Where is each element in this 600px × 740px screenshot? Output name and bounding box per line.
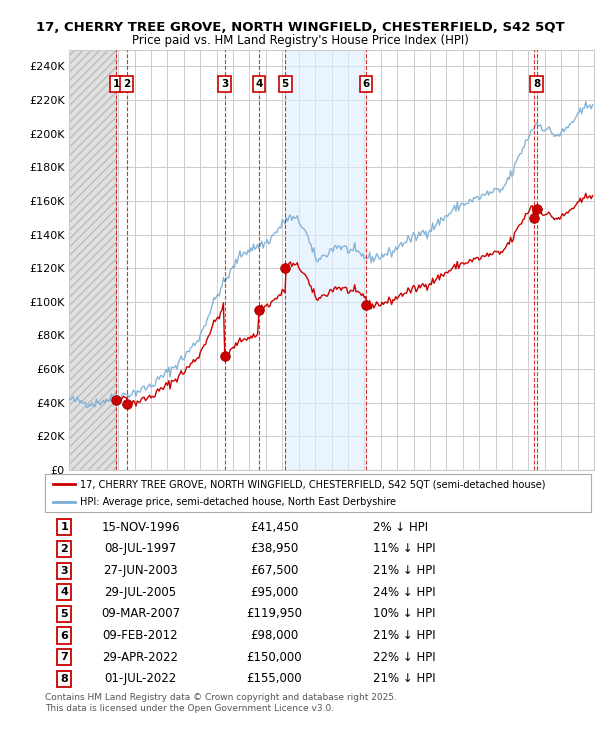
Text: 6: 6 [60,630,68,641]
Text: 6: 6 [362,79,370,89]
Text: 09-FEB-2012: 09-FEB-2012 [103,629,178,642]
Text: 7: 7 [60,652,68,662]
Text: £119,950: £119,950 [247,608,302,620]
Text: 17, CHERRY TREE GROVE, NORTH WINGFIELD, CHESTERFIELD, S42 5QT (semi-detached hou: 17, CHERRY TREE GROVE, NORTH WINGFIELD, … [80,480,546,489]
Text: 4: 4 [60,588,68,597]
Text: 5: 5 [60,609,68,619]
Text: 15-NOV-1996: 15-NOV-1996 [101,521,180,534]
Text: 3: 3 [221,79,228,89]
Text: 2% ↓ HPI: 2% ↓ HPI [373,521,428,534]
Text: Price paid vs. HM Land Registry's House Price Index (HPI): Price paid vs. HM Land Registry's House … [131,34,469,47]
Text: 2: 2 [123,79,130,89]
Text: HPI: Average price, semi-detached house, North East Derbyshire: HPI: Average price, semi-detached house,… [80,497,397,508]
Text: 8: 8 [533,79,540,89]
Text: £155,000: £155,000 [247,673,302,685]
Text: 2: 2 [60,544,68,554]
Text: 21% ↓ HPI: 21% ↓ HPI [373,673,435,685]
Text: £150,000: £150,000 [247,650,302,664]
Text: 22% ↓ HPI: 22% ↓ HPI [373,650,435,664]
Text: £98,000: £98,000 [250,629,298,642]
Text: £38,950: £38,950 [250,542,298,556]
Text: 29-APR-2022: 29-APR-2022 [103,650,179,664]
Text: 08-JUL-1997: 08-JUL-1997 [104,542,176,556]
Text: 27-JUN-2003: 27-JUN-2003 [103,564,178,577]
Text: 17, CHERRY TREE GROVE, NORTH WINGFIELD, CHESTERFIELD, S42 5QT: 17, CHERRY TREE GROVE, NORTH WINGFIELD, … [35,21,565,35]
Text: 1: 1 [60,522,68,532]
Text: 1: 1 [112,79,120,89]
Bar [69,50,116,470]
Text: 21% ↓ HPI: 21% ↓ HPI [373,629,435,642]
Text: 5: 5 [281,79,289,89]
Text: 01-JUL-2022: 01-JUL-2022 [104,673,176,685]
Text: 29-JUL-2005: 29-JUL-2005 [104,586,176,599]
Text: £67,500: £67,500 [250,564,299,577]
Text: 8: 8 [60,674,68,684]
Text: 24% ↓ HPI: 24% ↓ HPI [373,586,435,599]
Text: £41,450: £41,450 [250,521,299,534]
Text: 3: 3 [60,565,68,576]
Text: 11% ↓ HPI: 11% ↓ HPI [373,542,435,556]
Text: £95,000: £95,000 [250,586,298,599]
Bar [285,50,366,470]
Text: 09-MAR-2007: 09-MAR-2007 [101,608,180,620]
Text: Contains HM Land Registry data © Crown copyright and database right 2025.
This d: Contains HM Land Registry data © Crown c… [45,693,397,713]
Text: 10% ↓ HPI: 10% ↓ HPI [373,608,435,620]
Text: 21% ↓ HPI: 21% ↓ HPI [373,564,435,577]
Text: 4: 4 [255,79,263,89]
